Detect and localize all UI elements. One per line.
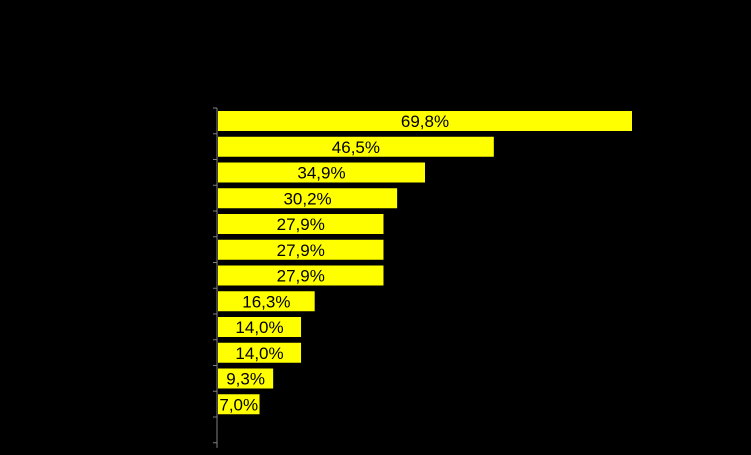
data-label-7: 27,9% [277,267,325,286]
bar-5 [218,214,384,234]
data-label-1: 69,8% [401,112,449,131]
data-label-2: 46,5% [332,138,380,157]
bar-8 [218,291,315,312]
y-axis [213,107,218,448]
bar-1 [218,111,632,131]
bars-group [218,111,632,415]
bar-12 [218,394,260,415]
data-label-8: 16,3% [242,292,290,311]
bar-4 [218,188,398,209]
bar-3 [218,162,425,183]
data-label-5: 27,9% [277,215,325,234]
data-label-4: 30,2% [283,189,331,208]
data-label-6: 27,9% [277,241,325,260]
bar-6 [218,239,384,260]
data-label-3: 34,9% [297,164,345,183]
bar-2 [218,136,494,157]
data-label-10: 14,0% [235,344,283,363]
bar-11 [218,368,274,389]
data-label-12: 7,0% [219,395,258,414]
data-label-9: 14,0% [235,318,283,337]
bar-7 [218,265,384,286]
bar-10 [218,342,302,363]
bar-9 [218,317,302,337]
data-label-11: 9,3% [226,370,265,389]
data-labels-group: 69,8% 46,5% 34,9% 30,2% 27,9% 27,9% 27,9% 16,3%… [219,112,449,414]
